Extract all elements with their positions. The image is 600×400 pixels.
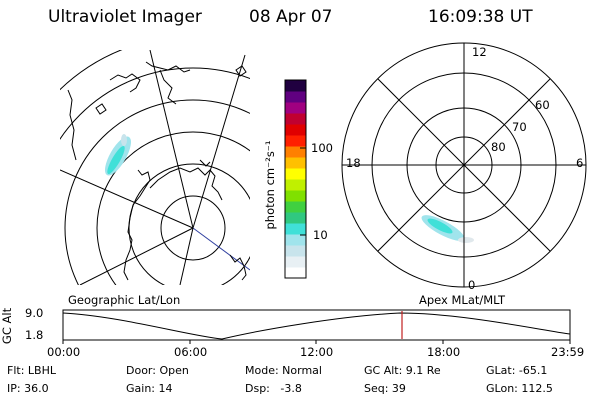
apex-label: Apex MLat/MLT xyxy=(419,293,506,307)
lat-circle xyxy=(96,131,250,285)
mode-info: Mode: Normal xyxy=(245,364,322,377)
lon-line xyxy=(149,50,194,229)
timeline-ytick-top: 9.0 xyxy=(25,306,44,320)
coastline xyxy=(145,61,191,73)
timeline-xtick: 12:00 xyxy=(300,345,334,359)
colorbar-cell xyxy=(285,91,306,103)
lon-line xyxy=(60,169,194,229)
mlat-label-70: 70 xyxy=(512,120,527,134)
colorbar-cell xyxy=(285,102,306,114)
colorbar-cell xyxy=(285,168,306,180)
aurora-emission-left xyxy=(105,134,131,176)
colorbar-cell xyxy=(285,234,306,246)
coastline xyxy=(235,65,247,77)
coastline xyxy=(123,169,151,281)
gc-alt-info: GC Alt: 9.1 Re xyxy=(364,364,441,377)
colorbar-cell xyxy=(285,179,306,191)
glon-info: GLon: 112.5 xyxy=(486,382,553,395)
timeline-xtick: 23:59 xyxy=(551,345,585,359)
colorbar-cell xyxy=(285,245,306,257)
colorbar-frame xyxy=(284,79,307,279)
timeline-xtick: 00:00 xyxy=(47,345,81,359)
coastline xyxy=(109,73,141,93)
colorbar-cell xyxy=(285,256,306,268)
coastline xyxy=(199,159,211,167)
colorbar-cells xyxy=(285,80,306,279)
lon-line xyxy=(192,54,246,229)
colorbar-cell xyxy=(285,157,306,169)
colorbar-cell xyxy=(285,267,306,279)
colorbar-cell xyxy=(285,135,306,147)
mlt-label-6: 6 xyxy=(576,156,584,170)
ip-info: IP: 36.0 xyxy=(7,382,49,395)
timeline-ylabel: GC Alt xyxy=(0,307,14,345)
mlt-label-12: 12 xyxy=(472,45,487,59)
dsp-info: Dsp: -3.8 xyxy=(245,382,302,395)
lat-circle xyxy=(60,67,250,141)
timeline-xtick: 06:00 xyxy=(174,345,208,359)
gain-info: Gain: 14 xyxy=(126,382,173,395)
lat-circle xyxy=(64,99,250,285)
mlt-label-18: 18 xyxy=(346,156,361,170)
geographic-label: Geographic Lat/Lon xyxy=(68,293,181,307)
colorbar-cell xyxy=(285,212,306,224)
aurora-emission-right xyxy=(421,215,474,243)
door-info: Door: Open xyxy=(126,364,189,377)
glat-info: GLat: -65.1 xyxy=(486,364,548,377)
colorbar-cell xyxy=(285,201,306,213)
colorbar-cell xyxy=(285,190,306,202)
coastline xyxy=(95,103,107,115)
seq-info: Seq: 39 xyxy=(364,382,406,395)
colorbar-cell xyxy=(285,124,306,136)
mlt-label-0: 0 xyxy=(468,278,476,292)
lat-circle xyxy=(160,195,226,261)
timeline-ytick-bottom: 1.8 xyxy=(25,328,44,342)
mlt-line-diagonal xyxy=(377,78,551,252)
coastline xyxy=(159,69,177,105)
mlat-label-60: 60 xyxy=(535,98,550,112)
coastline xyxy=(229,254,247,281)
lon-line xyxy=(192,227,250,271)
coastline xyxy=(149,167,223,201)
colorbar-cell xyxy=(285,146,306,158)
mlat-label-80: 80 xyxy=(491,140,506,154)
altitude-curve xyxy=(62,312,571,340)
colorbar-tick-100: 100 xyxy=(311,141,333,155)
timeline-frame xyxy=(62,309,571,341)
filter-info: Flt: LBHL xyxy=(7,364,56,377)
colorbar-cell xyxy=(285,113,306,125)
lon-line xyxy=(79,227,194,285)
colorbar-tick-10: 10 xyxy=(313,228,328,242)
colorbar-cell xyxy=(285,223,306,235)
instrument-title: Ultraviolet Imager xyxy=(48,7,202,27)
time-label: 16:09:38 UT xyxy=(428,7,533,27)
coastline xyxy=(67,89,77,161)
lon-line xyxy=(179,227,194,285)
date-label: 08 Apr 07 xyxy=(249,7,333,27)
colorbar-cell xyxy=(285,80,306,92)
timeline-xtick: 18:00 xyxy=(427,345,461,359)
